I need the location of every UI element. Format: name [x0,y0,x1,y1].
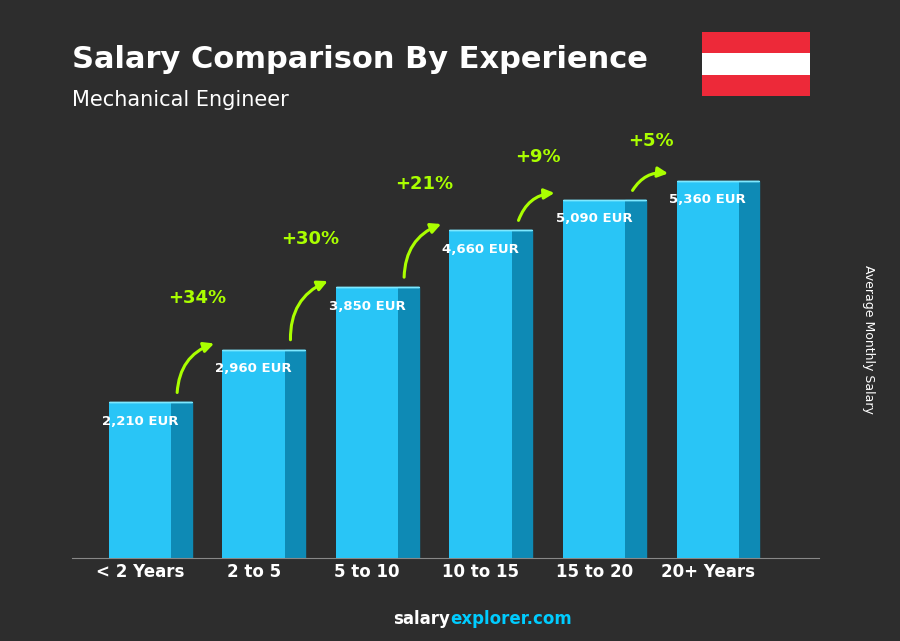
Polygon shape [285,349,305,558]
FancyArrowPatch shape [291,282,325,340]
Bar [702,32,810,53]
Polygon shape [739,181,760,558]
Bar [702,75,810,96]
FancyArrowPatch shape [177,344,211,392]
Text: Mechanical Engineer: Mechanical Engineer [72,90,289,110]
Text: 3,850 EUR: 3,850 EUR [328,299,406,313]
Text: salary: salary [393,610,450,628]
Text: 5,090 EUR: 5,090 EUR [556,212,633,226]
Text: 5,360 EUR: 5,360 EUR [670,194,746,206]
Text: 4,660 EUR: 4,660 EUR [442,243,519,256]
Text: +34%: +34% [167,289,226,308]
FancyBboxPatch shape [222,349,285,558]
Polygon shape [399,287,418,558]
FancyBboxPatch shape [563,200,625,558]
FancyBboxPatch shape [677,181,739,558]
Text: explorer.com: explorer.com [450,610,572,628]
Text: +30%: +30% [282,229,339,247]
Polygon shape [512,230,532,558]
Polygon shape [626,200,646,558]
Polygon shape [171,403,192,558]
FancyBboxPatch shape [109,403,171,558]
FancyBboxPatch shape [336,287,399,558]
FancyBboxPatch shape [449,230,512,558]
Bar [702,53,810,75]
Text: 2,960 EUR: 2,960 EUR [215,362,292,375]
FancyArrowPatch shape [518,190,551,221]
FancyArrowPatch shape [633,168,665,190]
Text: +9%: +9% [515,148,561,166]
Text: 2,210 EUR: 2,210 EUR [102,415,178,428]
Text: Salary Comparison By Experience: Salary Comparison By Experience [72,45,648,74]
Text: +21%: +21% [395,176,453,194]
Text: Average Monthly Salary: Average Monthly Salary [862,265,875,414]
Text: +5%: +5% [628,132,674,150]
FancyArrowPatch shape [404,224,438,277]
